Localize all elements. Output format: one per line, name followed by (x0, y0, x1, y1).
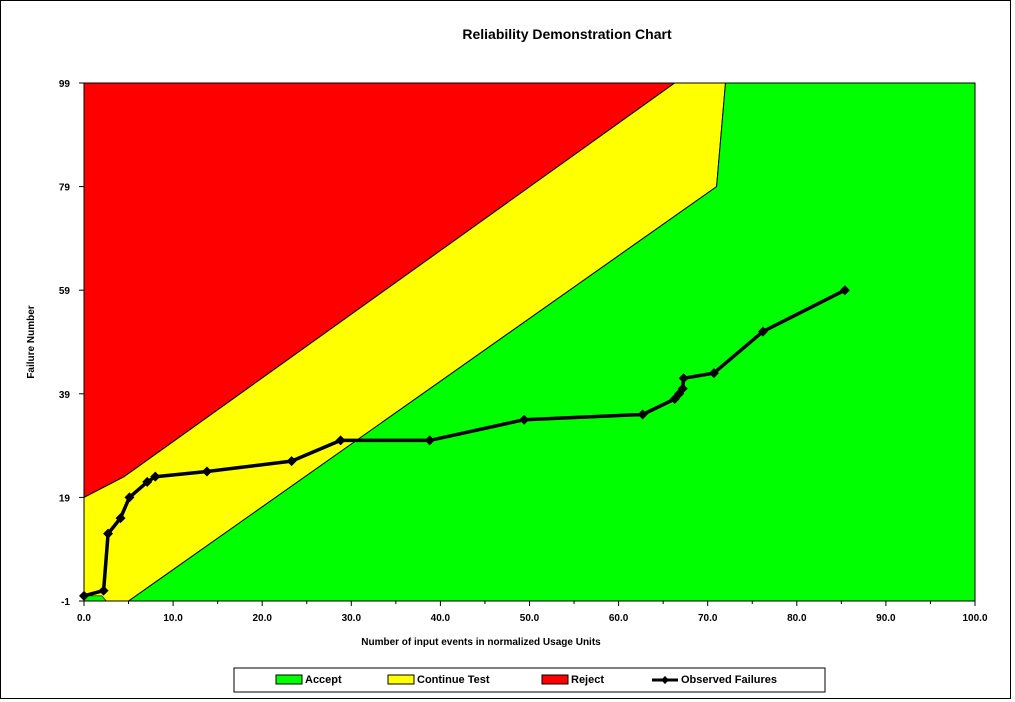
x-tick-label: 80.0 (787, 613, 807, 624)
y-tick-label: -1 (61, 597, 70, 608)
y-tick-label: 79 (59, 183, 71, 194)
legend-label: Observed Failures (681, 674, 777, 686)
legend-item: Observed Failures (652, 674, 777, 686)
data-point-marker (637, 409, 648, 420)
x-tick-label: 90.0 (876, 613, 896, 624)
y-axis-label: Failure Number (26, 305, 37, 378)
data-point-marker (677, 383, 688, 394)
y-tick-label: 99 (59, 79, 71, 90)
x-tick-label: 20.0 (252, 613, 272, 624)
data-point-marker (757, 326, 768, 337)
x-tick-label: 70.0 (698, 613, 718, 624)
x-axis-label: Number of input events in normalized Usa… (361, 637, 601, 648)
x-tick-label: 30.0 (342, 613, 362, 624)
data-point-marker (839, 285, 850, 296)
chart-title: Reliability Demonstration Chart (462, 26, 672, 42)
data-point-marker (103, 528, 114, 539)
data-point-marker (335, 435, 346, 446)
y-axis: -1 19 39 59 79 99 (59, 79, 84, 608)
data-point-marker (98, 585, 109, 596)
data-point-marker (708, 368, 719, 379)
data-point-marker (286, 456, 297, 467)
legend: Accept Continue Test Reject Observed Failur… (233, 667, 826, 693)
x-tick-label: 60.0 (609, 613, 629, 624)
legend-swatch (275, 674, 303, 685)
data-point-marker (201, 466, 212, 477)
y-tick-label: 19 (59, 493, 71, 504)
data-point-marker (150, 471, 161, 482)
legend-item: Accept (275, 674, 342, 686)
legend-marker (661, 676, 669, 684)
x-tick-label: 50.0 (520, 613, 540, 624)
data-point-marker (519, 414, 530, 425)
legend-label: Reject (571, 674, 604, 686)
plot-regions (83, 82, 976, 602)
data-point-marker (142, 476, 153, 487)
legend-swatch (387, 674, 415, 685)
data-point-marker (79, 590, 89, 601)
data-point-marker (424, 435, 435, 446)
x-tick-label: 100.0 (962, 613, 987, 624)
data-point-marker (124, 492, 135, 503)
y-tick-label: 39 (59, 390, 71, 401)
legend-box (233, 667, 826, 693)
x-axis: 0.0 10.0 20.0 30.0 40.0 50.0 60.0 70.0 80.0 90.0 1… (77, 601, 988, 624)
x-tick-label: 10.0 (163, 613, 183, 624)
legend-item: Continue Test (387, 674, 490, 686)
data-point-marker (115, 513, 126, 524)
x-tick-label: 40.0 (431, 613, 451, 624)
legend-swatch (541, 674, 569, 685)
y-tick-label: 59 (59, 286, 71, 297)
x-tick-label: 0.0 (77, 613, 91, 624)
legend-item: Reject (541, 674, 604, 686)
legend-label: Accept (305, 674, 342, 686)
legend-label: Continue Test (417, 674, 490, 686)
observed-failures-series (79, 285, 850, 601)
data-point-marker (678, 373, 689, 384)
